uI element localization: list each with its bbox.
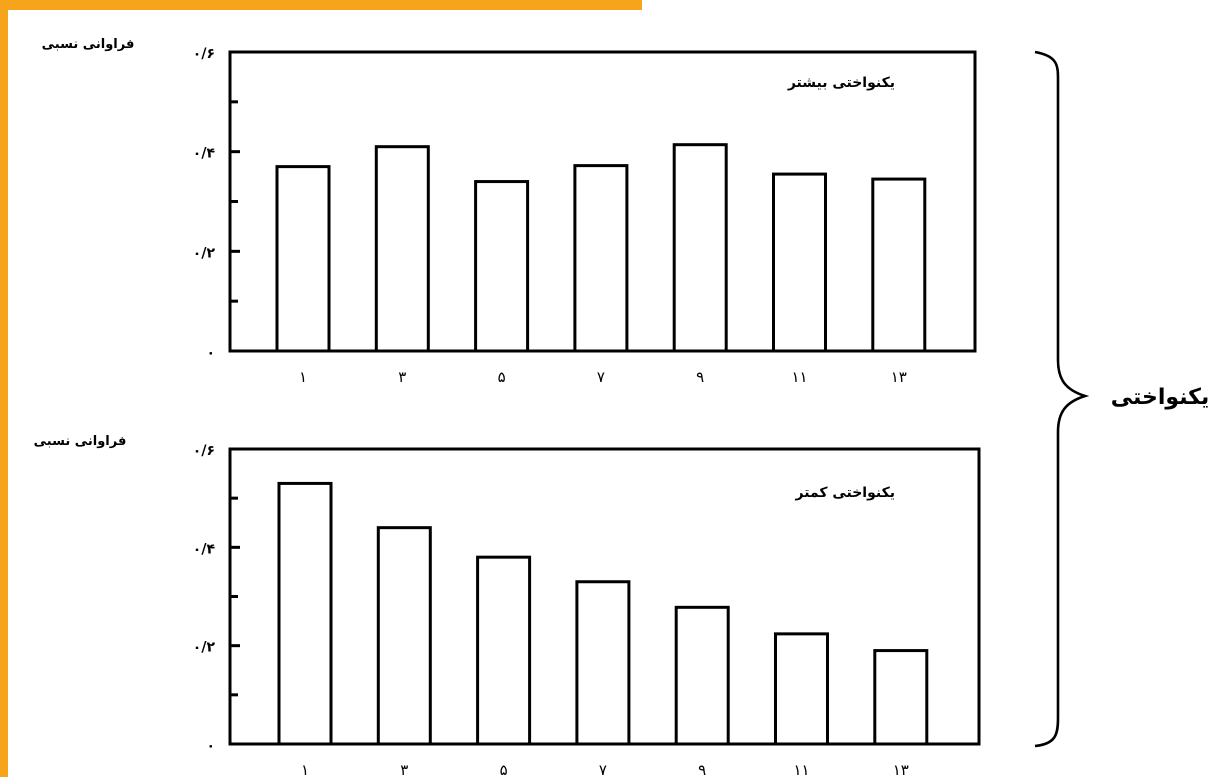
- x-tick-label: ۳: [400, 761, 408, 777]
- y-tick-label: ۰: [206, 345, 215, 361]
- bar: [674, 605, 730, 746]
- chart-annotation: یکنواختی بیشتر: [787, 75, 895, 91]
- bar: [275, 165, 331, 353]
- bar: [476, 555, 532, 746]
- x-tick-label: ۱۱: [793, 761, 809, 777]
- bar: [871, 177, 927, 353]
- x-tick-label: ۱۳: [893, 761, 909, 777]
- x-tick-label: ۷: [597, 368, 605, 386]
- x-tick-label: ۱: [301, 761, 309, 777]
- y-tick-label: ۰/۲: [193, 245, 216, 261]
- y-axis-label: فراوانی نسبی: [34, 434, 127, 449]
- x-tick-label: ۱۳: [891, 368, 907, 386]
- bar: [573, 164, 629, 353]
- bar: [374, 145, 430, 353]
- x-tick-label: ۷: [599, 761, 607, 777]
- x-tick-label: ۱۱: [791, 368, 807, 386]
- bar: [772, 172, 827, 353]
- y-tick-label: ۰: [206, 738, 215, 754]
- bar: [474, 180, 530, 353]
- y-tick-label: ۰/۶: [193, 46, 215, 62]
- bar: [672, 143, 728, 353]
- chart-annotation: یکنواختی کمتر: [795, 485, 895, 501]
- y-tick-label: ۰/۴: [193, 146, 216, 162]
- bar: [774, 632, 829, 746]
- bar: [873, 649, 929, 746]
- x-tick-label: ۱: [299, 368, 307, 386]
- x-tick-label: ۹: [696, 368, 704, 386]
- bar: [277, 481, 333, 746]
- x-tick-label: ۵: [500, 761, 508, 777]
- brace-label: یکنواختی: [1111, 385, 1209, 410]
- y-axis-label: فراوانی نسبی: [42, 37, 135, 52]
- bar: [575, 580, 631, 746]
- y-tick-label: ۰/۶: [193, 443, 215, 459]
- curly-brace: [1034, 50, 1090, 748]
- y-tick-label: ۰/۴: [193, 541, 216, 557]
- x-tick-label: ۵: [498, 368, 506, 386]
- y-tick-label: ۰/۲: [193, 640, 216, 656]
- bar: [376, 526, 432, 746]
- accent-frame-left: [0, 0, 8, 777]
- x-tick-label: ۳: [398, 368, 406, 386]
- x-tick-label: ۹: [698, 761, 706, 777]
- accent-frame-top: [0, 0, 642, 10]
